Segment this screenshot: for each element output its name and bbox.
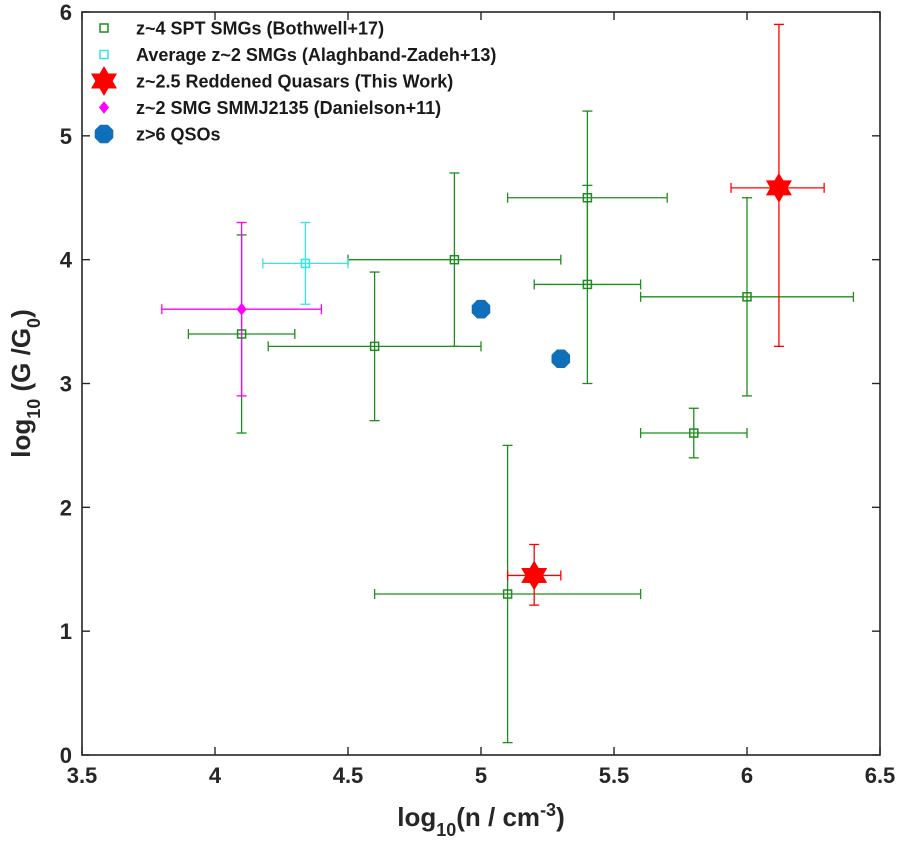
x-tick-label: 4 — [209, 763, 222, 788]
x-tick-label: 6.5 — [865, 763, 896, 788]
y-axis-label-sub: 10 — [24, 399, 44, 419]
legend-marker — [99, 49, 109, 60]
legend-label: z~2.5 Reddened Quasars (This Work) — [136, 72, 453, 92]
x-axis-label-post: (n / cm — [456, 802, 540, 832]
data-point-series-1 — [742, 292, 752, 302]
x-axis-label-pre: log — [397, 802, 436, 832]
legend-label: z>6 QSOs — [136, 125, 221, 145]
axes-frame — [81, 11, 881, 756]
data-point-series-3 — [765, 172, 792, 203]
x-tick-label: 5.5 — [599, 763, 630, 788]
data-point-series-1 — [582, 279, 593, 290]
legend-marker — [99, 23, 109, 33]
data-point-series-3 — [521, 560, 548, 591]
data-point-series-1 — [369, 341, 380, 352]
legend: z~4 SPT SMGs (Bothwell+17) Average z~2 SM… — [91, 19, 496, 145]
legend-marker — [91, 66, 117, 96]
x-axis-label: log10(n / cm-3) — [397, 800, 565, 840]
y-axis-label: log10 (G /G0) — [6, 309, 44, 458]
y-axis-ticks: 0 1 2 3 4 5 6 — [60, 0, 880, 768]
y-tick-label: 2 — [60, 495, 72, 520]
data-point-series-1 — [689, 428, 699, 438]
y-tick-label: 0 — [60, 743, 72, 768]
data-point-series-4 — [236, 302, 247, 316]
x-axis-label-sup: -3 — [540, 800, 556, 820]
legend-label: Average z~2 SMGs (Alaghband-Zadeh+13) — [136, 45, 496, 65]
y-tick-label: 3 — [60, 372, 72, 397]
x-tick-label: 4.5 — [333, 763, 364, 788]
data-markers — [236, 172, 792, 599]
y-axis-label-pre: log — [6, 419, 36, 458]
legend-label: z~4 SPT SMGs (Bothwell+17) — [136, 19, 384, 39]
y-axis-label-sub2: 0 — [24, 318, 44, 328]
y-axis-label-end: ) — [6, 309, 36, 318]
legend-label: z~2 SMG SMMJ2135 (Danielson+11) — [136, 98, 441, 118]
x-tick-label: 5 — [475, 763, 487, 788]
y-tick-label: 6 — [60, 0, 72, 25]
data-point-series-1 — [502, 589, 513, 599]
y-tick-label: 4 — [60, 248, 73, 273]
x-axis-label-end: ) — [556, 802, 565, 832]
y-tick-label: 5 — [60, 124, 72, 149]
data-point-series-1 — [582, 193, 593, 203]
data-point-series-1 — [236, 329, 247, 339]
data-point-series-1 — [449, 254, 460, 265]
x-tick-label: 3.5 — [67, 763, 98, 788]
data-point-series-5 — [471, 299, 491, 319]
x-axis-label-sub: 10 — [436, 820, 456, 840]
legend-marker — [94, 124, 114, 144]
legend-marker — [98, 101, 110, 114]
x-axis-ticks: 3.5 4 4.5 5 5.5 6 6.5 — [67, 12, 896, 788]
plot-area — [81, 11, 881, 756]
y-axis-label-post: (G /G — [6, 328, 36, 399]
data-point-series-2 — [300, 258, 311, 269]
x-tick-label: 6 — [741, 763, 753, 788]
y-tick-label: 1 — [60, 619, 72, 644]
data-point-series-5 — [551, 349, 571, 369]
